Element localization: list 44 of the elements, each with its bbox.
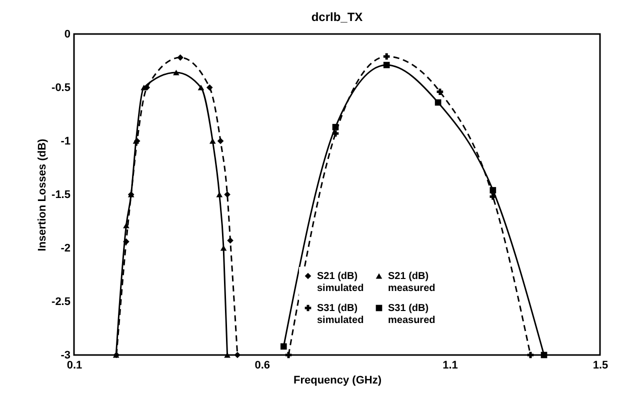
y-tick-label: -2 <box>60 242 70 254</box>
point <box>332 124 339 130</box>
x-tick-label: 1.1 <box>442 360 458 372</box>
point <box>527 352 534 358</box>
y-tick-label: -2.5 <box>52 296 70 308</box>
x-tick-label: 0.1 <box>66 360 82 372</box>
point <box>217 138 224 144</box>
y-tick-label: -1 <box>60 136 70 148</box>
y-tick-label: -3 <box>60 350 70 362</box>
point <box>198 84 204 90</box>
chart-title: dcrlb_TX <box>311 10 363 24</box>
legend-label: S21 (dB) measured <box>388 271 436 294</box>
point <box>206 84 213 91</box>
point <box>490 187 496 194</box>
point <box>209 138 216 144</box>
y-tick-label: -1.5 <box>52 189 70 201</box>
point <box>280 343 287 350</box>
point <box>177 54 184 61</box>
point <box>332 130 339 137</box>
x-axis-title: Frequency (GHz) <box>293 374 382 386</box>
point <box>123 238 130 245</box>
x-tick-label: 1.5 <box>592 360 608 372</box>
point <box>224 191 230 198</box>
x-tick-label: 0.6 <box>254 360 270 372</box>
point <box>220 245 227 251</box>
y-tick-label: -0.5 <box>52 82 70 94</box>
y-tick-label: 0 <box>64 28 70 40</box>
legend-label: S21 (dB) simulated <box>317 271 364 294</box>
point <box>173 70 180 76</box>
point <box>227 237 234 244</box>
y-axis-title: Insertion Losses (dB) <box>36 138 49 252</box>
point <box>383 62 390 68</box>
point <box>490 193 496 200</box>
point <box>383 53 390 60</box>
point <box>434 99 442 106</box>
point <box>285 352 292 358</box>
legend-label: S31 (dB) measured <box>388 303 436 326</box>
point <box>216 192 223 198</box>
point <box>540 352 548 358</box>
point <box>234 352 241 358</box>
point <box>436 88 444 95</box>
legend-label: S31 (dB) simulated <box>317 303 364 326</box>
point <box>123 222 130 228</box>
point <box>140 84 148 90</box>
